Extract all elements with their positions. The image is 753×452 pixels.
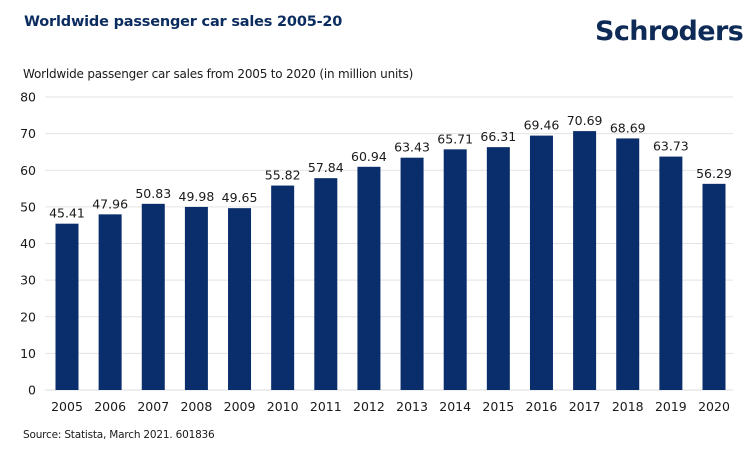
bar xyxy=(314,178,338,390)
y-tick-label: 0 xyxy=(28,383,36,398)
bar xyxy=(141,203,165,390)
data-label: 49.98 xyxy=(179,189,215,204)
x-tick-label: 2015 xyxy=(482,399,514,414)
y-tick-label: 70 xyxy=(20,126,36,141)
data-label: 57.84 xyxy=(308,160,344,175)
data-label: 45.41 xyxy=(49,206,85,221)
source-note: Source: Statista, March 2021. 601836 xyxy=(23,429,215,441)
data-labels: 45.41 47.96 50.83 49.98 49.65 55.82 57.84 60.94… xyxy=(49,113,732,221)
y-tick-label: 10 xyxy=(20,346,36,361)
x-axis-ticks: 2005 2006 2007 2008 2009 2010 2011 2012 2013 2014… xyxy=(51,399,730,414)
bar xyxy=(184,206,208,390)
x-tick-label: 2014 xyxy=(439,399,471,414)
bar xyxy=(228,208,252,390)
data-label: 63.73 xyxy=(653,139,689,154)
bar xyxy=(616,138,640,390)
x-tick-label: 2020 xyxy=(698,399,730,414)
bar xyxy=(443,149,467,390)
data-label: 60.94 xyxy=(351,149,387,164)
bar xyxy=(357,166,381,390)
data-label: 65.71 xyxy=(437,131,473,146)
schroders-logo: Schroders xyxy=(595,16,744,47)
x-tick-label: 2007 xyxy=(137,399,169,414)
bar xyxy=(271,185,295,390)
bar xyxy=(400,157,424,390)
data-label: 68.69 xyxy=(610,120,646,135)
y-tick-label: 50 xyxy=(20,199,36,214)
x-tick-label: 2013 xyxy=(396,399,428,414)
data-label: 70.69 xyxy=(567,113,603,128)
bar xyxy=(486,147,510,390)
x-tick-label: 2012 xyxy=(353,399,385,414)
y-axis-ticks: 0 10 20 30 40 50 60 70 80 xyxy=(20,90,36,398)
data-label: 63.43 xyxy=(394,140,430,155)
x-tick-label: 2006 xyxy=(94,399,126,414)
data-label: 55.82 xyxy=(265,168,301,183)
bar xyxy=(98,214,122,390)
bar xyxy=(55,223,79,390)
bar xyxy=(702,183,726,390)
data-label: 66.31 xyxy=(480,129,516,144)
x-tick-label: 2008 xyxy=(180,399,212,414)
chart-title: Worldwide passenger car sales from 2005 … xyxy=(23,67,414,81)
x-tick-label: 2010 xyxy=(267,399,299,414)
bar xyxy=(529,135,553,390)
x-tick-label: 2016 xyxy=(526,399,558,414)
x-tick-label: 2009 xyxy=(224,399,256,414)
y-tick-label: 20 xyxy=(20,309,36,324)
data-label: 56.29 xyxy=(696,166,732,181)
x-tick-label: 2011 xyxy=(310,399,342,414)
data-label: 49.65 xyxy=(222,190,258,205)
bars xyxy=(55,131,726,390)
data-label: 69.46 xyxy=(524,118,560,133)
y-tick-label: 30 xyxy=(20,273,36,288)
y-tick-label: 80 xyxy=(20,90,36,105)
chart-header-title: Worldwide passenger car sales 2005-20 xyxy=(24,14,343,30)
bar xyxy=(573,131,597,390)
y-tick-label: 40 xyxy=(20,236,36,251)
bar xyxy=(659,156,683,390)
data-label: 47.96 xyxy=(92,196,128,211)
y-tick-label: 60 xyxy=(20,163,36,178)
x-tick-label: 2018 xyxy=(612,399,644,414)
data-label: 50.83 xyxy=(135,186,171,201)
x-tick-label: 2017 xyxy=(569,399,601,414)
x-tick-label: 2005 xyxy=(51,399,83,414)
x-tick-label: 2019 xyxy=(655,399,687,414)
